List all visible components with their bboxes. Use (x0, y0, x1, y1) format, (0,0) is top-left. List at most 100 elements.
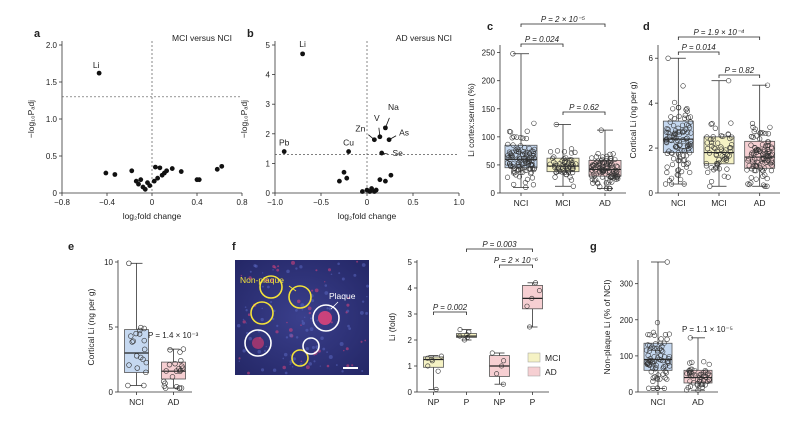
speckle (315, 269, 318, 272)
data-point (429, 356, 435, 362)
data-point (707, 183, 713, 189)
data-point (721, 157, 727, 163)
x-tick-label: NP (494, 397, 506, 407)
speckle (248, 276, 252, 280)
data-point (516, 156, 522, 162)
data-point (136, 181, 141, 187)
data-point (728, 120, 734, 126)
speckle (359, 311, 364, 315)
comparison-bracket (677, 36, 761, 40)
point-label-as: As (399, 128, 409, 138)
data-point (663, 129, 670, 135)
speckle (266, 285, 270, 289)
data-point (513, 148, 520, 155)
data-point (521, 145, 528, 151)
data-point (727, 149, 734, 155)
y-tick-label: 1.5 (46, 78, 58, 87)
speckle (270, 300, 273, 303)
speckle (290, 354, 292, 356)
data-point (690, 380, 697, 386)
speckle (361, 300, 365, 303)
data-point (714, 148, 720, 154)
data-point (665, 360, 671, 366)
data-point (610, 151, 616, 157)
data-point (718, 144, 724, 150)
panel-d: d 0 2 4 6 Cortical Li (ng per g) NCI MCI AD P = 0… (628, 21, 780, 208)
speckle (242, 318, 245, 321)
speckle (276, 324, 279, 327)
y-axis-label: Cortical Li (ng per g) (628, 81, 638, 158)
speckle (314, 288, 319, 293)
y-axis-label: Li cortex:serum (%) (466, 83, 476, 157)
data-point (570, 162, 576, 168)
data-point (129, 339, 135, 345)
data-point (769, 151, 775, 157)
point-label-leader (385, 117, 390, 129)
data-point (594, 162, 600, 169)
speckle (311, 289, 314, 292)
y-axis-label: Li (fold) (387, 313, 397, 342)
data-point (141, 346, 148, 353)
data-point (706, 361, 712, 367)
box-nci (124, 260, 149, 389)
data-point (126, 260, 132, 266)
x-tick-label: AD (754, 198, 766, 208)
data-point (138, 324, 144, 331)
speckle (270, 278, 275, 282)
data-point (761, 149, 767, 155)
speckle (260, 368, 265, 372)
speckle (238, 357, 241, 360)
data-point (464, 334, 470, 340)
data-point (678, 176, 684, 183)
data-point (173, 383, 180, 390)
x-tick-label: NCI (129, 397, 144, 407)
data-point (509, 153, 515, 159)
data-point (703, 163, 709, 169)
data-point (608, 158, 614, 164)
data-point (147, 183, 153, 189)
speckle (346, 303, 350, 307)
panel-a: a MCI versus NCI −0.8 −0.4 0 0.4 0.8 0 0.5 1.0 1.5… (26, 28, 248, 221)
data-point (592, 161, 598, 167)
data-point (597, 184, 603, 190)
data-point (757, 130, 763, 136)
speckle (356, 260, 359, 263)
data-point (704, 146, 711, 152)
data-point (654, 375, 660, 381)
speckle (311, 346, 315, 350)
data-point (713, 151, 719, 157)
legend-label: AD (545, 367, 557, 377)
data-point (433, 386, 439, 392)
panel-label-c: c (487, 21, 493, 33)
data-point (684, 161, 690, 167)
y-tick-label: 0 (649, 189, 654, 198)
data-point (129, 168, 135, 174)
y-tick-label: 5 (408, 258, 413, 267)
data-point (134, 365, 140, 371)
speckle (283, 352, 288, 357)
plaque-spot (252, 337, 264, 349)
x-axis-label: log₂fold change (338, 211, 397, 221)
data-point (600, 167, 606, 173)
data-point (594, 180, 600, 186)
comparison-bracket (718, 74, 761, 78)
chart-title: AD versus NCI (396, 33, 452, 43)
data-point (675, 125, 681, 131)
data-point (520, 149, 527, 155)
data-point (670, 106, 676, 112)
y-tick-label: 0 (109, 388, 114, 397)
speckle (248, 336, 252, 341)
data-point (756, 146, 762, 153)
p-value-label: P = 2 × 10⁻⁶ (494, 256, 539, 265)
y-tick-label: 6 (649, 54, 654, 63)
data-point (765, 131, 772, 137)
speckle (353, 273, 357, 277)
panel-label-b: b (247, 28, 254, 40)
speckle (295, 336, 299, 339)
data-point (687, 360, 693, 366)
speckle (337, 262, 340, 266)
box-ad (588, 127, 622, 192)
speckle (260, 317, 264, 322)
data-point (701, 359, 707, 365)
data-point (614, 168, 620, 175)
